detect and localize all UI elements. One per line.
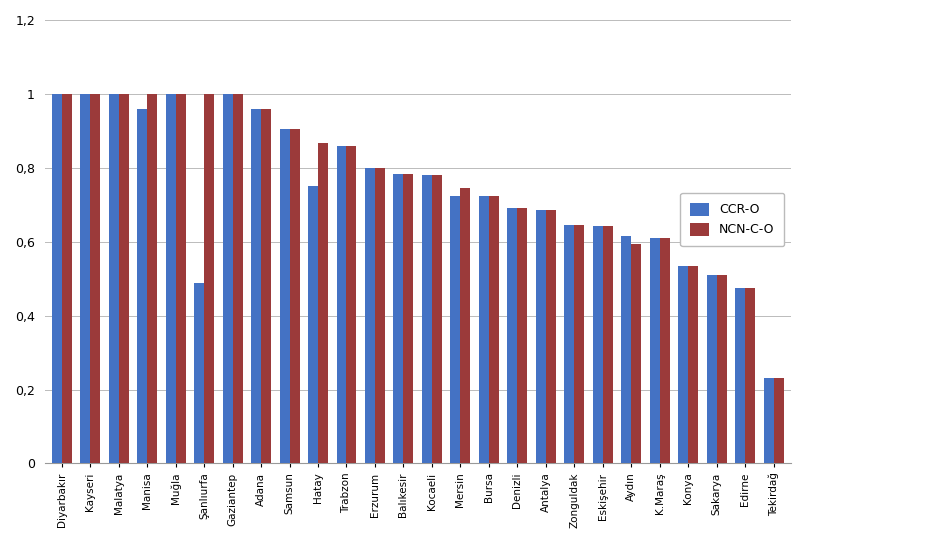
Bar <box>745 288 755 464</box>
Bar <box>90 94 100 464</box>
Bar <box>773 378 783 464</box>
Bar <box>404 174 413 464</box>
Bar <box>81 94 90 464</box>
Bar <box>688 266 698 464</box>
Bar <box>394 174 404 464</box>
Bar <box>137 109 147 464</box>
Bar <box>764 378 773 464</box>
Bar <box>194 283 204 464</box>
Bar <box>432 175 442 464</box>
Bar <box>659 238 669 464</box>
Bar <box>707 275 717 464</box>
Bar <box>176 94 185 464</box>
Bar <box>261 109 271 464</box>
Bar <box>232 94 243 464</box>
Bar <box>365 168 375 464</box>
Bar <box>450 196 460 464</box>
Bar <box>735 288 745 464</box>
Bar <box>166 94 176 464</box>
Bar <box>545 210 556 464</box>
Bar <box>460 188 470 464</box>
Bar <box>489 196 499 464</box>
Bar <box>564 225 574 464</box>
Bar <box>678 266 688 464</box>
Bar <box>375 168 385 464</box>
Bar <box>308 186 318 464</box>
Bar <box>346 146 357 464</box>
Bar <box>507 209 518 464</box>
Bar <box>108 94 119 464</box>
Bar <box>603 226 613 464</box>
Bar <box>280 129 290 464</box>
Bar <box>632 244 641 464</box>
Legend: CCR-O, NCN-C-O: CCR-O, NCN-C-O <box>680 193 784 247</box>
Bar <box>290 129 299 464</box>
Bar <box>62 94 72 464</box>
Bar <box>422 175 432 464</box>
Bar <box>717 275 727 464</box>
Bar <box>574 225 584 464</box>
Bar <box>251 109 261 464</box>
Bar <box>318 143 328 464</box>
Bar <box>222 94 232 464</box>
Bar <box>479 196 489 464</box>
Bar <box>650 238 659 464</box>
Bar <box>536 210 545 464</box>
Bar <box>336 146 346 464</box>
Bar <box>621 236 632 464</box>
Bar <box>119 94 129 464</box>
Bar <box>204 94 214 464</box>
Bar <box>593 226 603 464</box>
Bar <box>52 94 62 464</box>
Bar <box>147 94 157 464</box>
Bar <box>518 209 527 464</box>
